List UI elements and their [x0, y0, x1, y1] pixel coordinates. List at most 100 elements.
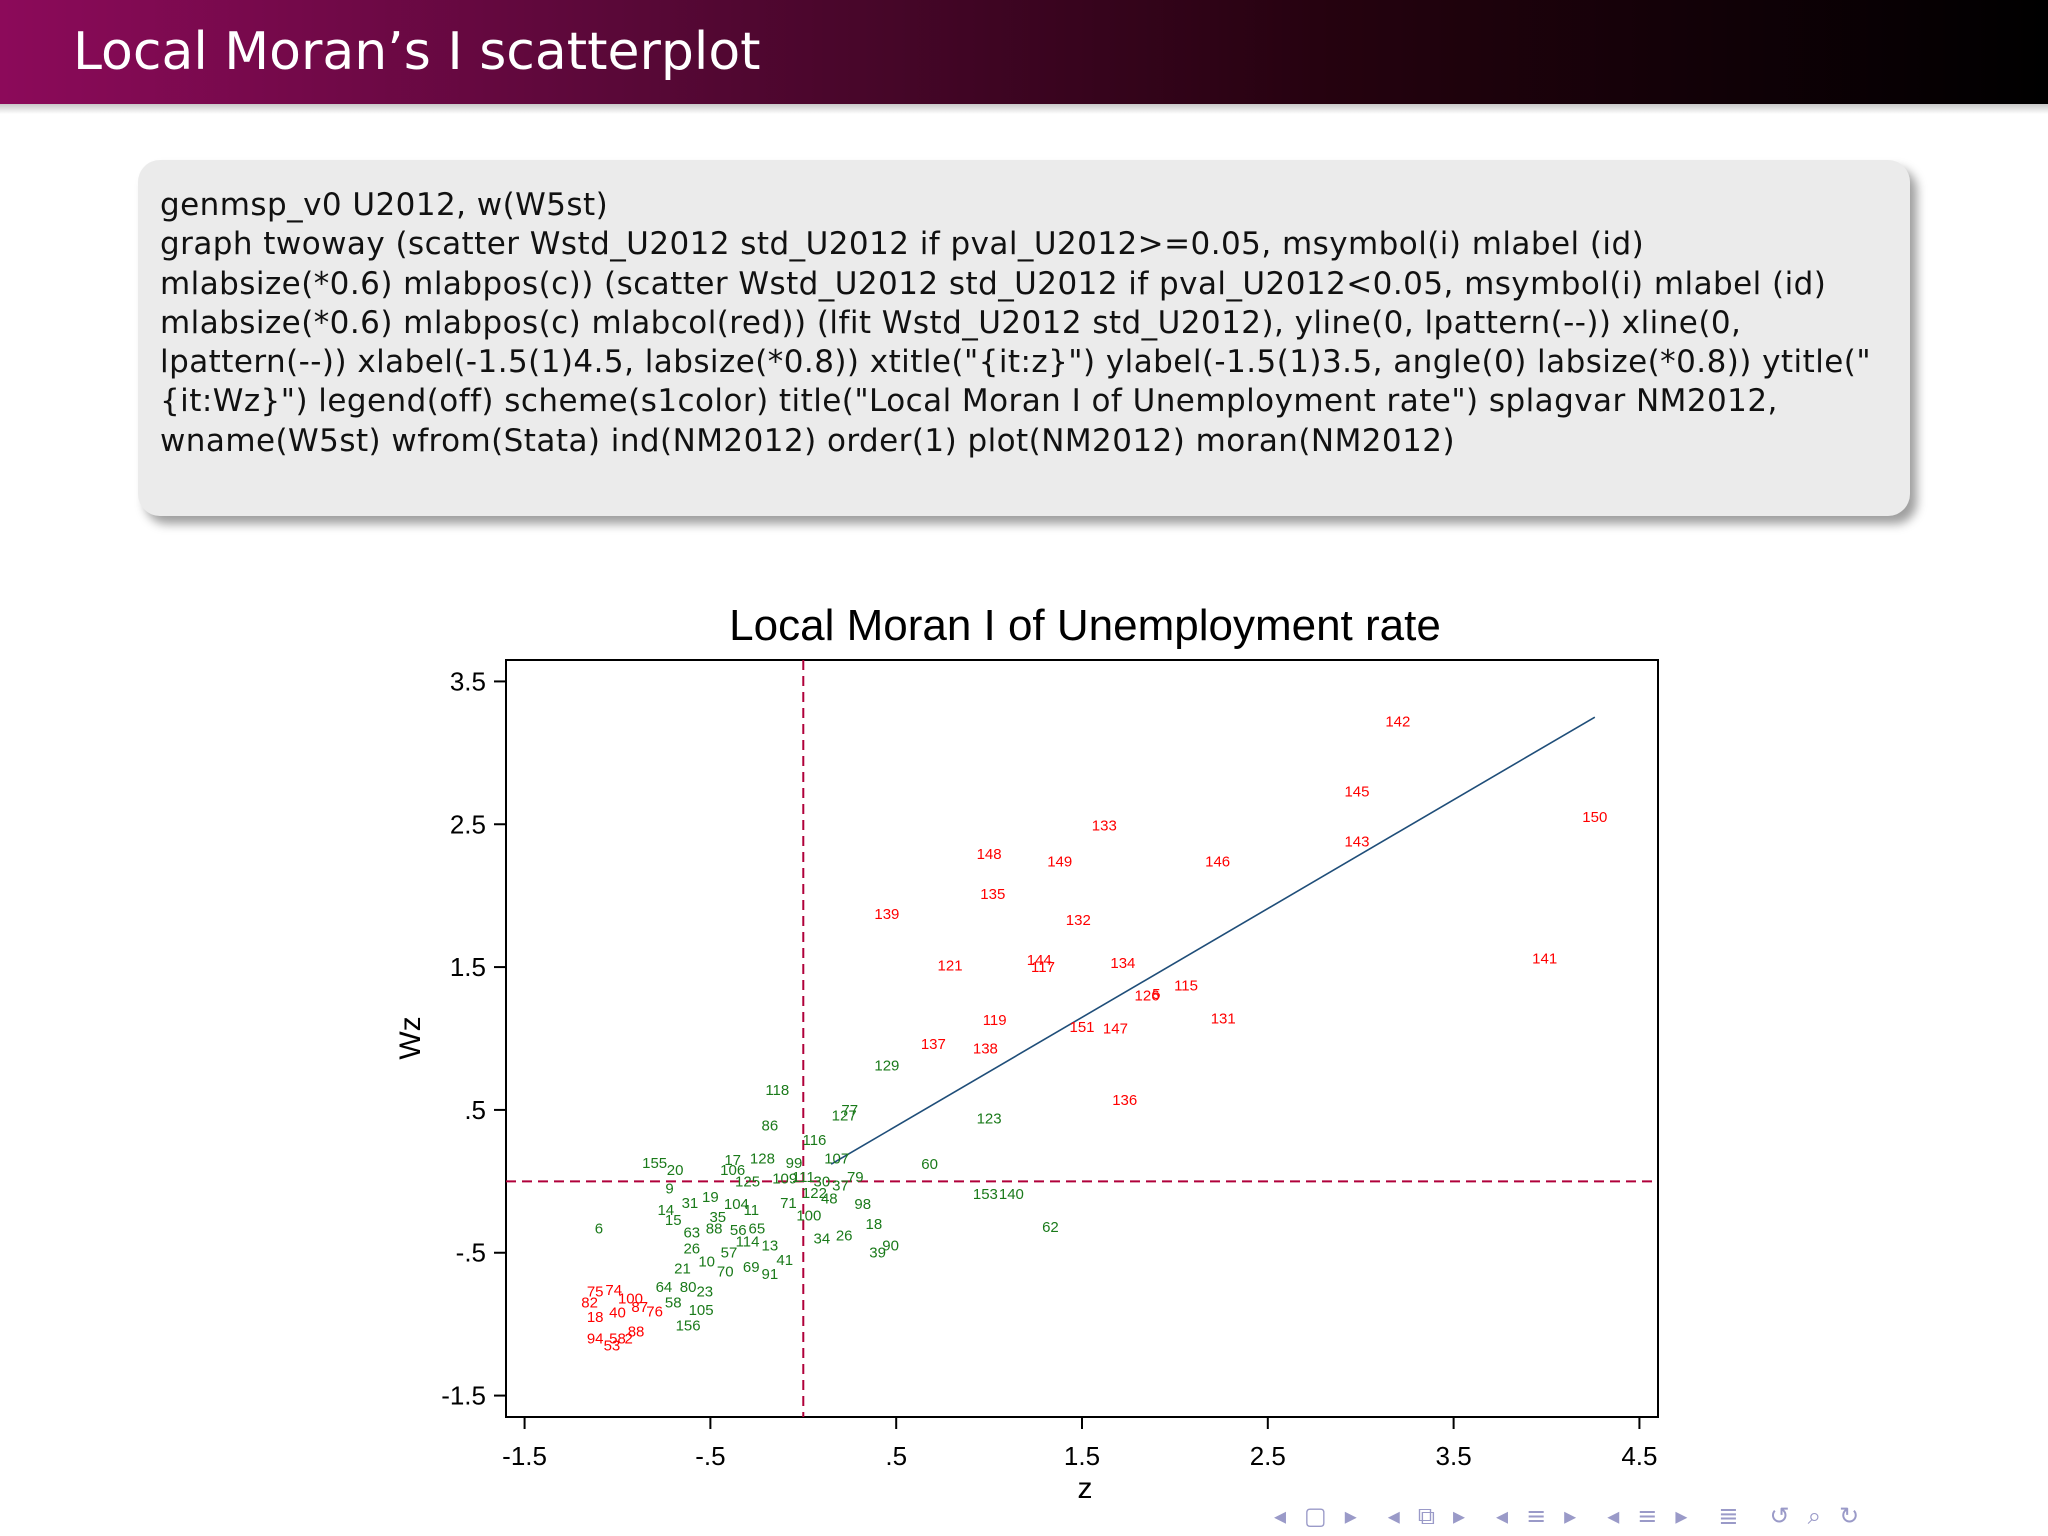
chart-title: Local Moran I of Unemployment rate	[729, 601, 1441, 650]
point-label-significant: 143	[1344, 833, 1369, 850]
point-label-nonsignificant: 21	[674, 1260, 691, 1277]
x-tick-label: .5	[885, 1441, 907, 1471]
point-label-nonsignificant: 77	[841, 1102, 858, 1119]
point-label-nonsignificant: 122	[802, 1185, 827, 1202]
nav-undo-icon[interactable]: ↺	[1769, 1502, 1790, 1530]
point-label-nonsignificant: 26	[836, 1228, 853, 1245]
point-label-significant: 40	[609, 1305, 626, 1322]
point-label-nonsignificant: 106	[720, 1162, 745, 1179]
point-label-nonsignificant: 98	[854, 1196, 871, 1213]
point-label-significant: 139	[874, 906, 899, 923]
point-label-nonsignificant: 100	[796, 1208, 821, 1225]
point-label-nonsignificant: 19	[702, 1189, 719, 1206]
point-label-nonsignificant: 129	[874, 1058, 899, 1075]
point-label-significant: 5	[1152, 986, 1160, 1003]
point-label-nonsignificant: 153	[973, 1186, 998, 1203]
point-label-nonsignificant: 123	[977, 1110, 1002, 1127]
point-label-significant: 144	[1027, 952, 1052, 969]
point-label-significant: 131	[1211, 1011, 1236, 1028]
point-label-significant: 88	[628, 1323, 645, 1340]
point-label-nonsignificant: 31	[682, 1195, 699, 1212]
point-label-significant: 135	[980, 886, 1005, 903]
point-label-significant: 121	[938, 958, 963, 975]
nav-left-icon[interactable]: ◂	[1496, 1502, 1509, 1530]
linear-fit-line	[830, 716, 1596, 1165]
point-label-significant: 149	[1047, 853, 1072, 870]
point-label-nonsignificant: 156	[676, 1318, 701, 1335]
point-label-significant: 147	[1103, 1021, 1128, 1038]
point-label-nonsignificant: 10	[698, 1253, 715, 1270]
point-label-nonsignificant: 91	[762, 1266, 779, 1283]
nav-right-icon[interactable]: ▸	[1452, 1502, 1466, 1530]
nav-left-icon[interactable]: ◂	[1607, 1502, 1620, 1530]
point-label-significant: 18	[587, 1309, 604, 1326]
point-label-significant: 100	[618, 1290, 643, 1307]
point-label-nonsignificant: 15	[665, 1212, 682, 1229]
nav-section-icon[interactable]: ≡	[1526, 1502, 1547, 1530]
x-axis-title: z	[1078, 1472, 1093, 1505]
nav-section-icon[interactable]: ≡	[1637, 1502, 1658, 1530]
point-label-significant: 94	[587, 1330, 604, 1347]
point-label-nonsignificant: 18	[866, 1216, 883, 1233]
point-label-nonsignificant: 62	[1042, 1219, 1059, 1236]
point-label-nonsignificant: 90	[882, 1238, 899, 1255]
point-label-significant: 145	[1344, 783, 1369, 800]
y-tick-label: 1.5	[450, 952, 486, 982]
title-bar-shadow	[0, 104, 2048, 114]
point-label-significant: 134	[1110, 955, 1135, 972]
point-label-nonsignificant: 71	[780, 1195, 797, 1212]
point-label-nonsignificant: 105	[689, 1302, 714, 1319]
point-label-nonsignificant: 104	[724, 1196, 749, 1213]
point-label-significant: 151	[1069, 1019, 1094, 1036]
point-label-significant: 117	[1031, 959, 1055, 976]
point-label-significant: 146	[1205, 853, 1230, 870]
nav-align-icon[interactable]: ≣	[1718, 1502, 1739, 1530]
nav-left-icon[interactable]: ◂	[1274, 1502, 1287, 1530]
x-tick-label: 2.5	[1250, 1441, 1286, 1471]
point-label-significant: 126	[1135, 988, 1160, 1005]
nav-redo-icon[interactable]: ↻	[1839, 1502, 1860, 1530]
nav-subsection-icon[interactable]: ⧉	[1417, 1502, 1435, 1530]
point-label-nonsignificant: 41	[776, 1252, 793, 1269]
point-label-nonsignificant: 155	[642, 1155, 667, 1172]
point-label-nonsignificant: 20	[667, 1162, 684, 1179]
point-label-nonsignificant: 140	[999, 1186, 1024, 1203]
point-label-nonsignificant: 58	[665, 1295, 682, 1312]
nav-frame-icon[interactable]: ▢	[1304, 1502, 1327, 1530]
point-label-nonsignificant: 88	[706, 1220, 723, 1237]
point-label-nonsignificant: 118	[765, 1082, 789, 1099]
point-label-significant: 142	[1385, 713, 1410, 730]
point-label-significant: 150	[1582, 809, 1607, 826]
nav-right-icon[interactable]: ▸	[1675, 1502, 1688, 1530]
point-label-nonsignificant: 128	[750, 1150, 775, 1167]
point-label-nonsignificant: 99	[786, 1155, 803, 1172]
point-label-significant: 132	[1066, 912, 1091, 929]
point-label-nonsignificant: 23	[696, 1283, 713, 1300]
y-tick-label: .5	[464, 1095, 486, 1125]
point-label-nonsignificant: 60	[921, 1156, 938, 1173]
slide-title-bar	[0, 0, 2048, 104]
point-label-significant: 137	[921, 1036, 946, 1053]
point-label-significant: 53	[604, 1338, 621, 1355]
point-label-significant: 74	[605, 1282, 622, 1299]
nav-right-icon[interactable]: ▸	[1564, 1502, 1577, 1530]
point-label-nonsignificant: 34	[814, 1230, 831, 1247]
point-label-nonsignificant: 17	[724, 1152, 741, 1169]
point-label-nonsignificant: 79	[847, 1169, 864, 1186]
point-label-nonsignificant: 114	[736, 1233, 760, 1250]
point-label-nonsignificant: 6	[595, 1220, 603, 1237]
nav-left-icon[interactable]: ◂	[1387, 1502, 1400, 1530]
x-tick-label: 4.5	[1621, 1441, 1657, 1471]
point-label-nonsignificant: 116	[802, 1132, 826, 1149]
point-label-nonsignificant: 70	[717, 1263, 734, 1280]
point-label-significant: 133	[1092, 818, 1117, 835]
point-label-nonsignificant: 26	[683, 1240, 700, 1257]
code-block	[138, 160, 1910, 516]
point-label-nonsignificant: 39	[869, 1245, 886, 1262]
nav-right-icon[interactable]: ▸	[1344, 1502, 1357, 1530]
nav-search-icon[interactable]: ⌕	[1807, 1502, 1822, 1530]
point-label-nonsignificant: 56	[730, 1222, 747, 1239]
point-label-nonsignificant: 35	[709, 1209, 726, 1226]
point-label-nonsignificant: 86	[762, 1118, 779, 1135]
